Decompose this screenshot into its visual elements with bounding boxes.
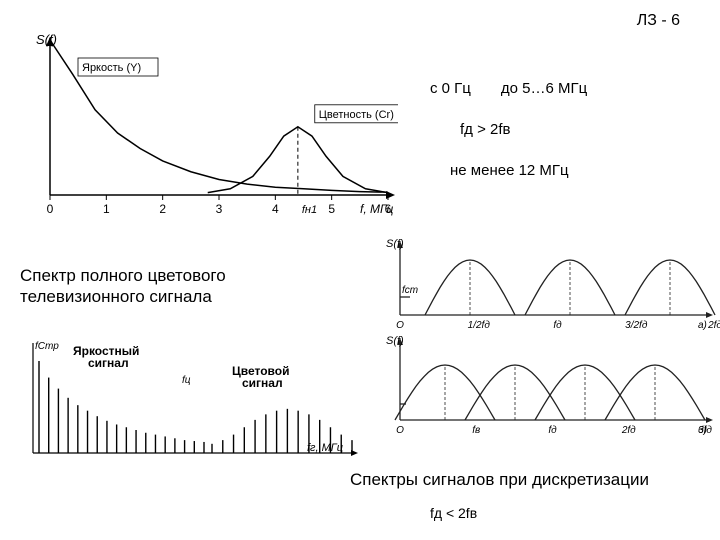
svg-text:Цветность (Cr): Цветность (Cr) [319,109,394,121]
svg-text:f, МГц: f, МГц [360,202,394,216]
svg-text:S(f): S(f) [386,238,404,250]
svg-text:1/2fд: 1/2fд [468,320,491,331]
caption-line1: Спектр полного цветового [20,266,226,285]
svg-text:fв: fв [472,425,480,435]
svg-text:2fд: 2fд [621,425,636,435]
svg-text:0: 0 [47,202,54,216]
spectrum-chart-y-cr: 0123456S(f)f, МГцfн1Яркость (Y)Цветность… [8,30,398,220]
svg-text:fст: fст [402,285,418,296]
svg-text:б): б) [698,424,707,435]
svg-text:fг, МГц: fг, МГц [307,442,343,454]
svg-text:fCтр: fCтр [35,341,59,352]
svg-text:3/2fд: 3/2fд [625,320,648,331]
svg-text:S(f): S(f) [386,335,404,347]
svg-text:O: O [396,425,404,435]
svg-text:O: O [396,320,404,331]
sampling-spectra-chart: S(f)fстO1/2fдfд3/2fд2fда)S(f)Ofвfд2fд3fд… [380,235,720,435]
svg-text:2fд: 2fд [707,320,720,331]
min-freq-label: не менее 12 МГц [450,162,700,179]
svg-text:сигнал: сигнал [88,356,129,370]
svg-text:а): а) [698,320,707,331]
frequency-info: с 0 Гц до 5…6 МГц fд > 2fв не менее 12 М… [430,80,700,203]
formula-bottom: fд < 2fв [430,505,477,521]
svg-text:fд: fд [553,320,562,331]
svg-text:5: 5 [328,202,335,216]
caption-full-color-spectrum: Спектр полного цветового телевизионного … [20,265,226,308]
caption-line2: телевизионного сигнала [20,287,212,306]
line-spectrum-chart: fCтрЯркостныйсигналЦветовойсигналfцfг, М… [15,335,365,465]
svg-text:fн1: fн1 [302,204,317,216]
svg-text:3: 3 [216,202,223,216]
svg-text:4: 4 [272,202,279,216]
freq-from-label: с 0 Гц [430,80,471,97]
formula-top: fд > 2fв [460,121,700,138]
page-header: ЛЗ - 6 [637,12,680,30]
svg-text:fд: fд [548,425,557,435]
svg-text:Яркость (Y): Яркость (Y) [82,62,141,74]
svg-text:1: 1 [103,202,110,216]
freq-to-label: до 5…6 МГц [501,80,587,97]
caption-sampling-spectra: Спектры сигналов при дискретизации [350,470,649,490]
svg-text:сигнал: сигнал [242,376,283,390]
svg-text:fц: fц [182,375,191,386]
svg-text:2: 2 [159,202,166,216]
